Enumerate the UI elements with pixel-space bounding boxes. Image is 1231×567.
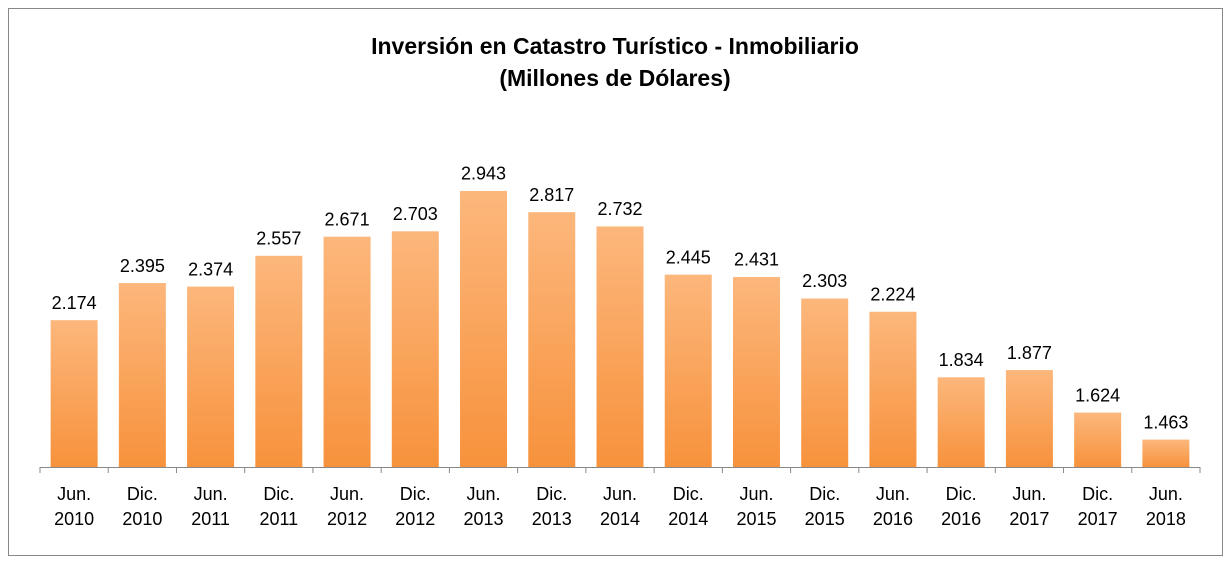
x-tick-label: 2013 [532,509,572,529]
value-label: 2.431 [734,250,779,270]
x-tick-label: Dic. [400,484,431,504]
bar [801,298,849,467]
x-tick-label: 2014 [600,509,640,529]
x-tick-label: 2011 [191,509,230,529]
x-tick-label: Dic. [127,484,158,504]
x-tick-label: 2017 [1078,509,1118,529]
x-tick-label: 2016 [873,509,913,529]
bar [664,274,712,467]
x-tick-label: 2010 [54,509,94,529]
x-tick-label: Jun. [739,484,773,504]
value-label: 1.624 [1075,385,1120,405]
value-label: 2.303 [802,271,847,291]
x-tick-label: Jun. [194,484,228,504]
x-tick-label: 2016 [941,509,981,529]
x-tick-label: 2014 [668,509,708,529]
bar [391,231,439,467]
x-tick-label: 2018 [1146,509,1186,529]
bar [187,286,235,467]
bar [528,212,576,467]
value-label: 2.224 [870,285,915,305]
bar [596,226,644,467]
value-label: 1.834 [939,350,984,370]
value-label: 1.463 [1143,412,1188,432]
chart-title: Inversión en Catastro Turístico - Inmobi… [371,33,859,59]
value-label: 2.374 [188,259,233,279]
x-tick-label: Jun. [57,484,91,504]
x-tick-label: 2015 [736,509,776,529]
x-tick-label: Dic. [1082,484,1113,504]
bar [1074,412,1122,467]
bar [1142,439,1190,467]
value-label: 2.817 [529,185,574,205]
x-tick-label: 2012 [395,509,435,529]
bar [50,320,98,467]
bar [460,190,508,467]
value-label: 2.671 [325,209,370,229]
bar [732,276,780,467]
x-tick-label: Dic. [673,484,704,504]
value-label: 2.732 [597,199,642,219]
x-tick-label: 2011 [259,509,298,529]
bar [1005,370,1053,467]
value-label: 2.174 [52,293,97,313]
value-label: 2.943 [461,164,506,184]
x-tick-label: Jun. [467,484,501,504]
x-tick-label: Jun. [330,484,364,504]
x-tick-label: 2015 [805,509,845,529]
value-label: 1.877 [1007,343,1052,363]
x-tick-label: Jun. [1012,484,1046,504]
bar [118,283,166,467]
value-label: 2.703 [393,204,438,224]
x-tick-label: 2012 [327,509,367,529]
x-tick-label: Dic. [263,484,294,504]
x-tick-label: Jun. [1149,484,1183,504]
x-tick-label: Dic. [536,484,567,504]
x-tick-label: Dic. [809,484,840,504]
value-label: 2.445 [666,247,711,267]
x-tick-label: Jun. [876,484,910,504]
chart-subtitle: (Millones de Dólares) [499,65,730,91]
bar [869,311,917,467]
x-tick-label: Dic. [946,484,977,504]
bar [323,236,371,467]
bar [937,377,985,467]
x-tick-label: 2013 [464,509,504,529]
value-label: 2.557 [256,229,301,249]
x-tick-label: 2017 [1009,509,1049,529]
bar [255,255,303,467]
x-tick-label: Jun. [603,484,637,504]
value-label: 2.395 [120,256,165,276]
x-tick-label: 2010 [122,509,162,529]
